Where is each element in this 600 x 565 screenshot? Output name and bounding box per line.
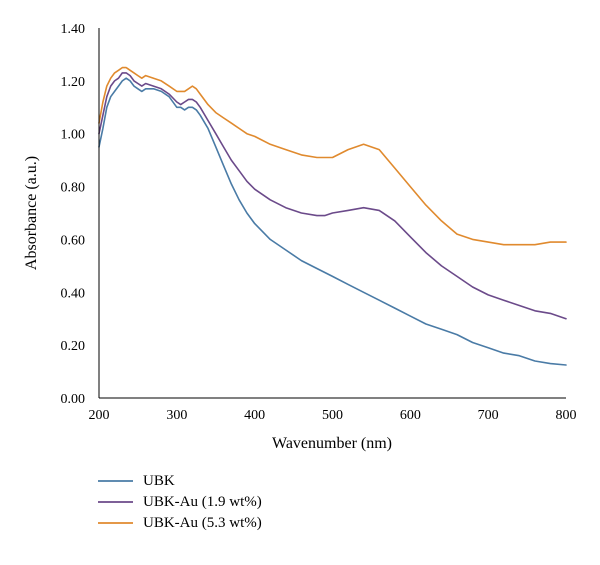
y-tick-label: 1.40 (61, 22, 86, 37)
legend-label: UBK (143, 473, 175, 489)
series-line-3 (98, 66, 567, 246)
x-tick-label: 400 (244, 408, 265, 423)
x-tick-label: 200 (89, 408, 110, 423)
y-axis-title: Absorbance (a.u.) (23, 156, 40, 270)
y-tick-label: 0.00 (61, 392, 86, 407)
series-layer (98, 66, 567, 366)
x-tick-label: 600 (400, 408, 421, 423)
x-tick-labels: 200 300 400 500 600 700 800 (89, 408, 577, 423)
y-tick-label: 0.80 (61, 181, 86, 196)
legend-label: UBK-Au (5.3 wt%) (143, 515, 262, 531)
series-line-2 (98, 72, 567, 320)
legend: UBK UBK-Au (1.9 wt%) UBK-Au (5.3 wt%) (98, 473, 262, 531)
x-tick-label: 700 (478, 408, 499, 423)
y-tick-label: 0.20 (61, 339, 86, 354)
axes-layer (98, 28, 566, 399)
series-line-1 (98, 77, 567, 366)
x-tick-label: 800 (556, 408, 577, 423)
x-axis-title: Wavenumber (nm) (272, 435, 392, 452)
legend-item: UBK-Au (1.9 wt%) (98, 494, 262, 510)
x-tick-label: 500 (322, 408, 343, 423)
y-tick-label: 0.40 (61, 286, 86, 301)
y-tick-label: 0.60 (61, 233, 86, 248)
legend-item: UBK (98, 473, 175, 489)
x-tick-label: 300 (166, 408, 187, 423)
legend-label: UBK-Au (1.9 wt%) (143, 494, 262, 510)
legend-item: UBK-Au (5.3 wt%) (98, 515, 262, 531)
y-tick-label: 1.20 (61, 75, 86, 90)
y-tick-labels: 0.00 0.20 0.40 0.60 0.80 1.00 1.20 1.40 (61, 22, 86, 407)
y-tick-label: 1.00 (61, 128, 86, 143)
